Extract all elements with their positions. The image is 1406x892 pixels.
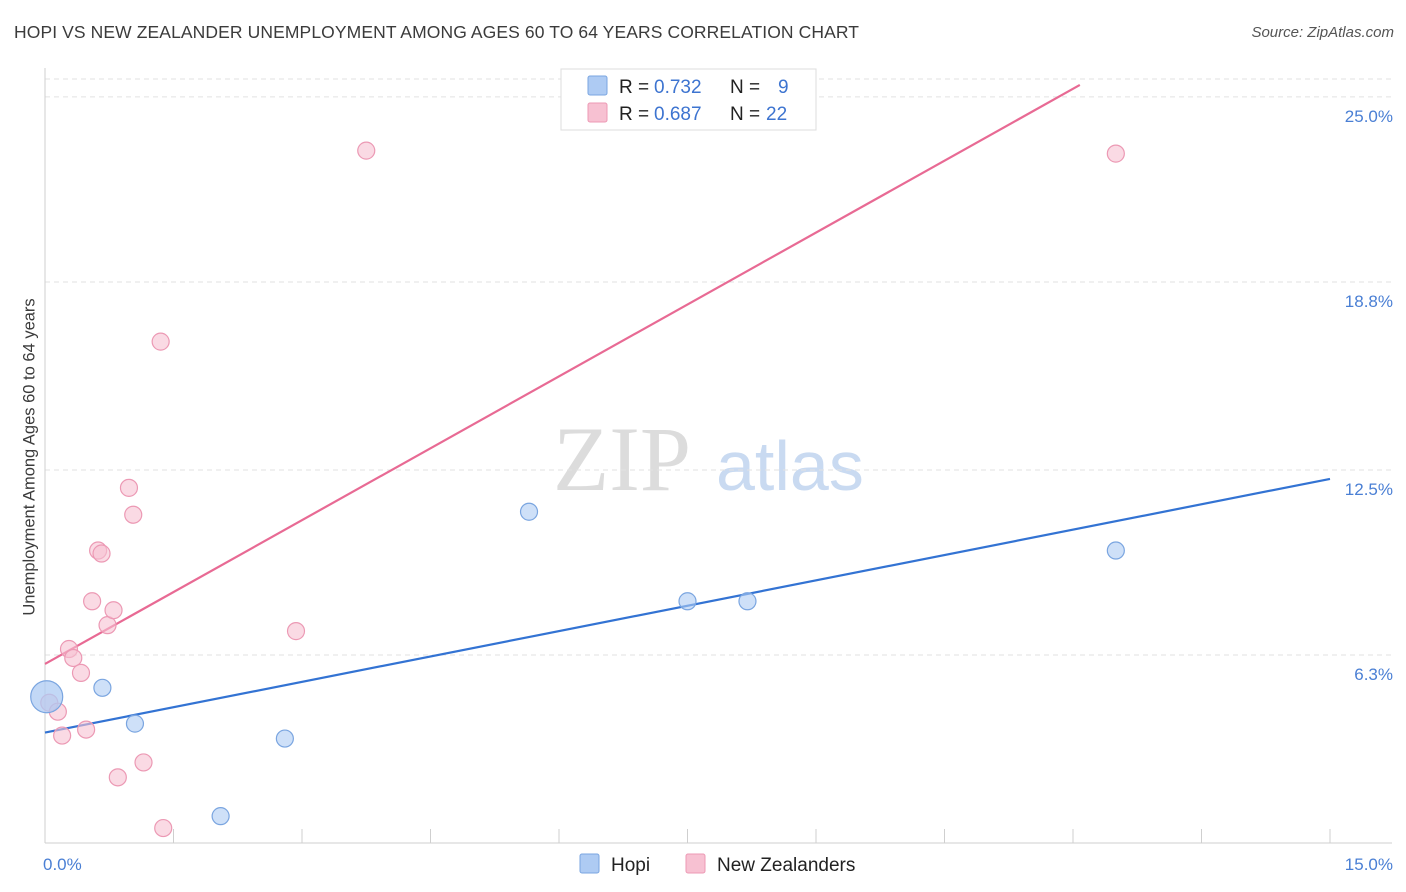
x-tick-label: 0.0% [43, 855, 82, 874]
hopi-point [125, 714, 145, 733]
hopi-point [275, 729, 294, 748]
y-tick-label: 18.8% [1345, 292, 1393, 311]
nz-point [64, 648, 83, 668]
y-tick-label: 6.3% [1354, 665, 1393, 684]
x-tick-label: 15.0% [1345, 855, 1393, 874]
stats-hopi-n-label: N = [730, 77, 760, 98]
stats-nz-n-value: 22 [766, 104, 787, 125]
axes [44, 68, 1392, 844]
watermark-zip: ZIP [553, 408, 691, 510]
hopi-point [93, 678, 112, 697]
nz-point [134, 753, 153, 772]
legend: Hopi New Zealanders [579, 853, 855, 876]
nz-point [53, 726, 72, 745]
nz-trendline [44, 84, 1081, 665]
legend-hopi-label: Hopi [611, 855, 650, 876]
nz-point [119, 478, 139, 497]
hopi-point [519, 502, 539, 521]
y-tick-label: 12.5% [1345, 480, 1393, 499]
data-points [30, 141, 1125, 838]
stats-hopi-r-value: 0.732 [654, 77, 702, 98]
nz-point [154, 818, 173, 838]
stats-nz-r-value: 0.687 [654, 104, 702, 125]
y-tick-labels: 6.3% 12.5% 18.8% 25.0% [1345, 107, 1393, 684]
chart-title: HOPI VS NEW ZEALANDER UNEMPLOYMENT AMONG… [14, 22, 860, 42]
legend-hopi-swatch [579, 853, 600, 874]
nz-point [286, 622, 306, 641]
nz-point [151, 332, 170, 351]
legend-nz-label: New Zealanders [717, 855, 855, 876]
nz-point [92, 544, 111, 563]
hopi-point [1106, 541, 1125, 560]
nz-point [104, 601, 123, 620]
stats-hopi-r-label: R = [619, 77, 649, 98]
nz-point [108, 768, 127, 787]
x-tick-labels: 0.0% 15.0% [43, 855, 1393, 874]
hopi-point [738, 592, 757, 611]
gridlines [45, 78, 1392, 656]
legend-nz-swatch [685, 853, 706, 874]
y-tick-label: 25.0% [1345, 107, 1393, 126]
nz-point [77, 720, 96, 739]
chart-source: Source: ZipAtlas.com [1251, 24, 1394, 41]
hopi-point [678, 592, 697, 611]
nz-point [83, 592, 102, 611]
hopi-point [30, 680, 64, 714]
stats-nz-n-label: N = [730, 104, 760, 125]
nz-point [357, 141, 376, 160]
stats-hopi-n-value: 9 [778, 77, 789, 98]
stats-nz-swatch [587, 102, 608, 123]
hopi-point [211, 807, 230, 826]
stats-nz-r-label: R = [619, 104, 649, 125]
nz-point [1106, 144, 1125, 163]
nz-point [71, 663, 91, 682]
watermark: ZIP atlas [553, 408, 864, 510]
nz-point [124, 505, 143, 524]
watermark-atlas: atlas [716, 427, 864, 505]
stats-hopi-swatch [587, 75, 608, 96]
stats-box: R = 0.732 N = 9 R = 0.687 N = 22 [560, 68, 817, 131]
